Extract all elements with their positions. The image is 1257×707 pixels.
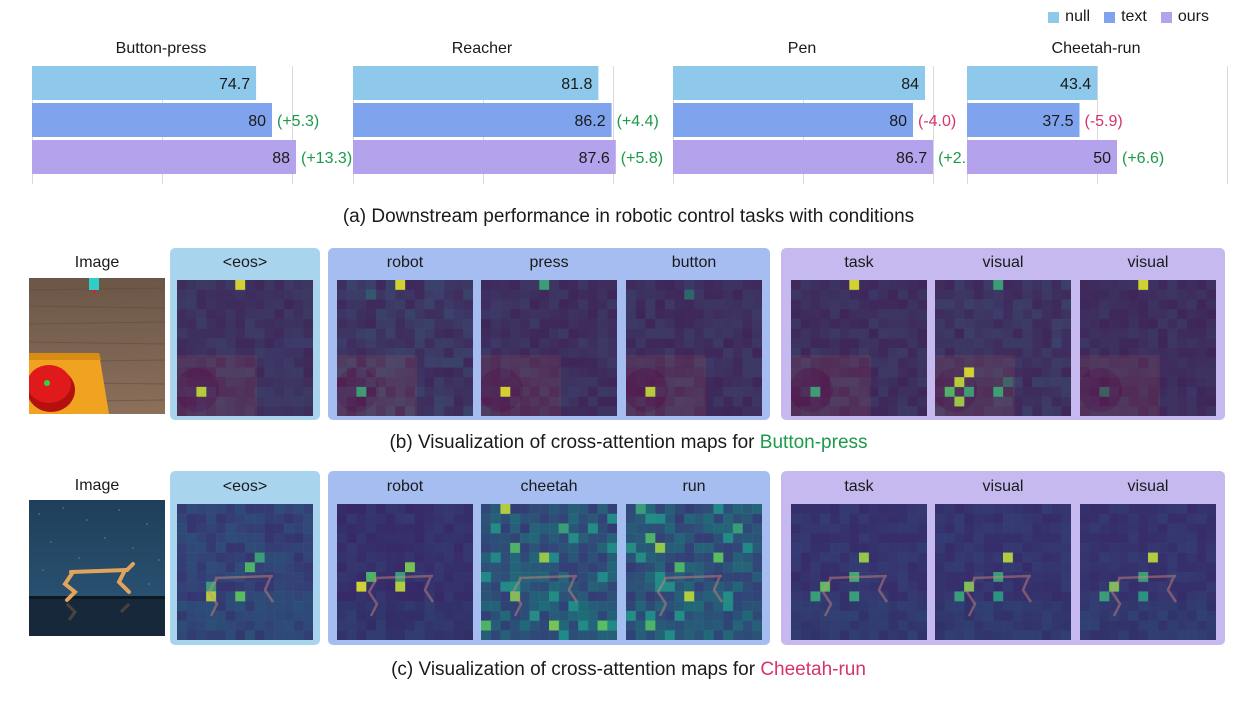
legend-label-null: null bbox=[1065, 8, 1091, 25]
legend-label-text: text bbox=[1121, 8, 1147, 25]
attention-map bbox=[177, 280, 313, 416]
bar-chart: 74.7 80 (+5.3) 88 (+13.3) bbox=[32, 66, 352, 184]
bar-value-label-null: 81.8 bbox=[561, 76, 592, 93]
chart-panel-cheetah-run: Cheetah-run 43.4 37.5 (-5.9) 50 (+6.6) bbox=[967, 40, 1237, 200]
bar-delta-label-ours: (+6.6) bbox=[1122, 150, 1164, 167]
chart-title: Reacher bbox=[451, 40, 513, 57]
token-label: run bbox=[682, 478, 706, 495]
attention-map bbox=[1080, 280, 1216, 416]
token-label: cheetah bbox=[520, 478, 578, 495]
bar-value-label-text: 80 bbox=[248, 113, 266, 130]
caption-c: (c) Visualization of cross-attention map… bbox=[0, 659, 1257, 681]
attention-map bbox=[791, 280, 927, 416]
attention-map bbox=[337, 280, 473, 416]
bar-value-label-text: 37.5 bbox=[1042, 113, 1073, 130]
attention-map bbox=[481, 280, 617, 416]
bar-text bbox=[353, 103, 612, 137]
image-label: Image bbox=[74, 254, 120, 271]
caption-b: (b) Visualization of cross-attention map… bbox=[0, 432, 1257, 454]
token-label: <eos> bbox=[222, 478, 268, 495]
legend: null text ours bbox=[1048, 8, 1209, 26]
bar-value-label-null: 84 bbox=[901, 76, 919, 93]
bar-delta-label-ours: (+5.8) bbox=[621, 150, 663, 167]
chart-title: Pen bbox=[787, 40, 817, 57]
token-label: robot bbox=[386, 478, 424, 495]
bar-ours bbox=[673, 140, 934, 174]
chart-title: Cheetah-run bbox=[1051, 40, 1141, 57]
token-label: visual bbox=[982, 478, 1024, 495]
image-label: Image bbox=[74, 477, 120, 494]
caption-c-task: Cheetah-run bbox=[760, 659, 866, 680]
attention-map bbox=[935, 280, 1071, 416]
legend-item-text: text bbox=[1104, 8, 1147, 26]
cheetah-run-scene-image bbox=[29, 500, 165, 636]
bar-delta-label-text: (+4.4) bbox=[617, 113, 659, 130]
caption-b-prefix: (b) Visualization of cross-attention map… bbox=[389, 432, 760, 453]
token-label: task bbox=[844, 254, 874, 271]
bar-value-label-null: 43.4 bbox=[1060, 76, 1091, 93]
bar-null bbox=[353, 66, 599, 100]
bar-value-label-ours: 86.7 bbox=[896, 150, 927, 167]
bar-value-label-ours: 87.6 bbox=[579, 150, 610, 167]
caption-a: (a) Downstream performance in robotic co… bbox=[342, 206, 915, 227]
bar-value-label-ours: 50 bbox=[1093, 150, 1111, 167]
legend-swatch-text bbox=[1104, 11, 1116, 23]
legend-swatch-ours bbox=[1160, 11, 1172, 23]
bar-ours bbox=[32, 140, 296, 174]
attention-map bbox=[626, 504, 762, 640]
legend-item-ours: ours bbox=[1160, 8, 1209, 26]
bar-value-label-null: 74.7 bbox=[219, 76, 250, 93]
bar-value-label-text: 80 bbox=[889, 113, 907, 130]
bar-value-label-text: 86.2 bbox=[574, 113, 605, 130]
attention-map bbox=[177, 504, 313, 640]
chart-title: Button-press bbox=[115, 40, 207, 57]
attention-map bbox=[626, 280, 762, 416]
bar-chart: 43.4 37.5 (-5.9) 50 (+6.6) bbox=[967, 66, 1228, 184]
bar-delta-label-text: (-4.0) bbox=[918, 113, 956, 130]
chart-panel-reacher: Reacher 81.8 86.2 (+4.4) 87.6 (+5.8) bbox=[353, 40, 663, 200]
legend-item-null: null bbox=[1048, 8, 1090, 26]
chart-panel-pen: Pen 84 80 (-4.0) 86.7 (+2.7) bbox=[673, 40, 980, 200]
bar-value-label-ours: 88 bbox=[272, 150, 290, 167]
caption-b-task: Button-press bbox=[759, 432, 868, 453]
token-label: robot bbox=[386, 254, 424, 271]
token-label: press bbox=[529, 254, 569, 271]
bar-null bbox=[967, 66, 1098, 100]
token-label: <eos> bbox=[222, 254, 268, 271]
button-press-scene-image bbox=[29, 278, 165, 414]
attention-map bbox=[337, 504, 473, 640]
token-label: task bbox=[844, 478, 874, 495]
attention-map bbox=[935, 504, 1071, 640]
bar-text bbox=[673, 103, 913, 137]
bar-delta-label-text: (+5.3) bbox=[277, 113, 319, 130]
attention-map bbox=[481, 504, 617, 640]
bar-chart: 81.8 86.2 (+4.4) 87.6 (+5.8) bbox=[353, 66, 663, 184]
caption-c-prefix: (c) Visualization of cross-attention map… bbox=[391, 659, 761, 680]
bar-delta-label-text: (-5.9) bbox=[1085, 113, 1123, 130]
token-label: visual bbox=[1127, 254, 1169, 271]
legend-swatch-null bbox=[1048, 11, 1060, 23]
bar-null bbox=[32, 66, 257, 100]
bar-text bbox=[32, 103, 272, 137]
bar-delta-label-ours: (+13.3) bbox=[301, 150, 352, 167]
attention-map bbox=[1080, 504, 1216, 640]
token-label: visual bbox=[982, 254, 1024, 271]
bar-null bbox=[673, 66, 925, 100]
token-label: visual bbox=[1127, 478, 1169, 495]
legend-label-ours: ours bbox=[1177, 8, 1209, 25]
bar-ours bbox=[353, 140, 616, 174]
bar-text bbox=[967, 103, 1080, 137]
token-label: button bbox=[671, 254, 717, 271]
chart-panel-button-press: Button-press 74.7 80 (+5.3) 88 (+13.3) bbox=[32, 40, 352, 200]
bar-ours bbox=[967, 140, 1117, 174]
attention-map bbox=[791, 504, 927, 640]
